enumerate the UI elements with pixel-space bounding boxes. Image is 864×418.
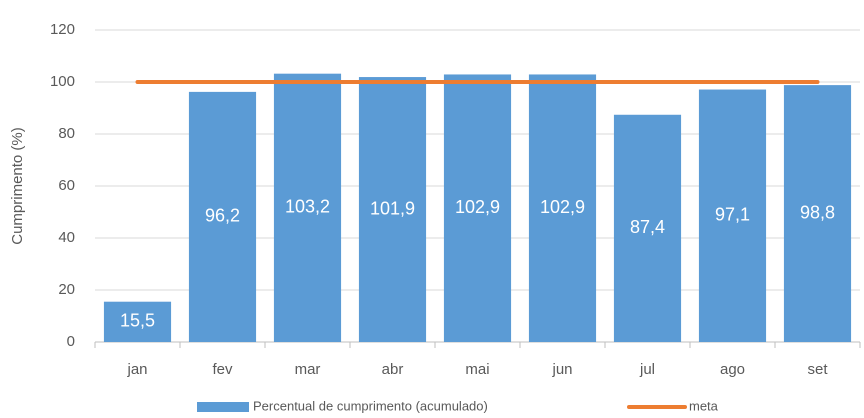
data-label: 15,5 [120,311,155,331]
legend-swatch [197,402,249,412]
data-label: 87,4 [630,217,665,237]
bar [103,301,172,342]
bar [613,114,682,342]
x-tick-label: mar [295,361,321,378]
y-tick-label: 60 [58,177,75,194]
bar [188,91,257,342]
legend-label: Percentual de cumprimento (acumulado) [253,398,488,413]
x-tick-label: jul [639,361,655,378]
y-tick-label: 100 [50,73,75,90]
data-label: 103,2 [285,197,330,217]
x-tick-label: mai [465,361,489,378]
y-tick-label: 80 [58,125,75,142]
x-tick-label: jun [551,361,572,378]
x-tick-label: ago [720,361,745,378]
y-tick-label: 20 [58,281,75,298]
bar [443,74,512,343]
bar [698,89,767,342]
bar [358,77,427,342]
data-label: 102,9 [540,197,585,217]
bar [528,74,597,343]
legend-label: meta [689,398,719,413]
x-tick-label: jan [126,361,147,378]
data-label: 96,2 [205,206,240,226]
y-axis-title: Cumprimento (%) [9,127,26,245]
bar [273,73,342,343]
x-tick-label: fev [212,361,233,378]
data-label: 101,9 [370,198,415,218]
data-label: 102,9 [455,197,500,217]
data-label: 98,8 [800,202,835,222]
y-tick-label: 40 [58,229,75,246]
data-label: 97,1 [715,205,750,225]
y-tick-label: 120 [50,21,75,38]
y-tick-label: 0 [67,333,75,350]
x-tick-label: abr [382,361,404,378]
bar [783,85,852,343]
x-tick-label: set [807,361,828,378]
